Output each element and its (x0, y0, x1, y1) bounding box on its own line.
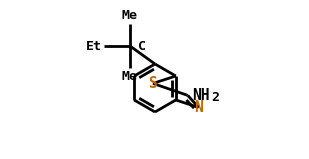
Text: C: C (138, 41, 146, 53)
Text: Et: Et (86, 39, 102, 52)
Text: NH: NH (192, 88, 209, 103)
Text: S: S (149, 76, 157, 91)
Text: 2: 2 (211, 91, 219, 104)
Text: Me: Me (122, 9, 138, 22)
Text: N: N (194, 100, 203, 115)
Text: Me: Me (122, 70, 138, 83)
